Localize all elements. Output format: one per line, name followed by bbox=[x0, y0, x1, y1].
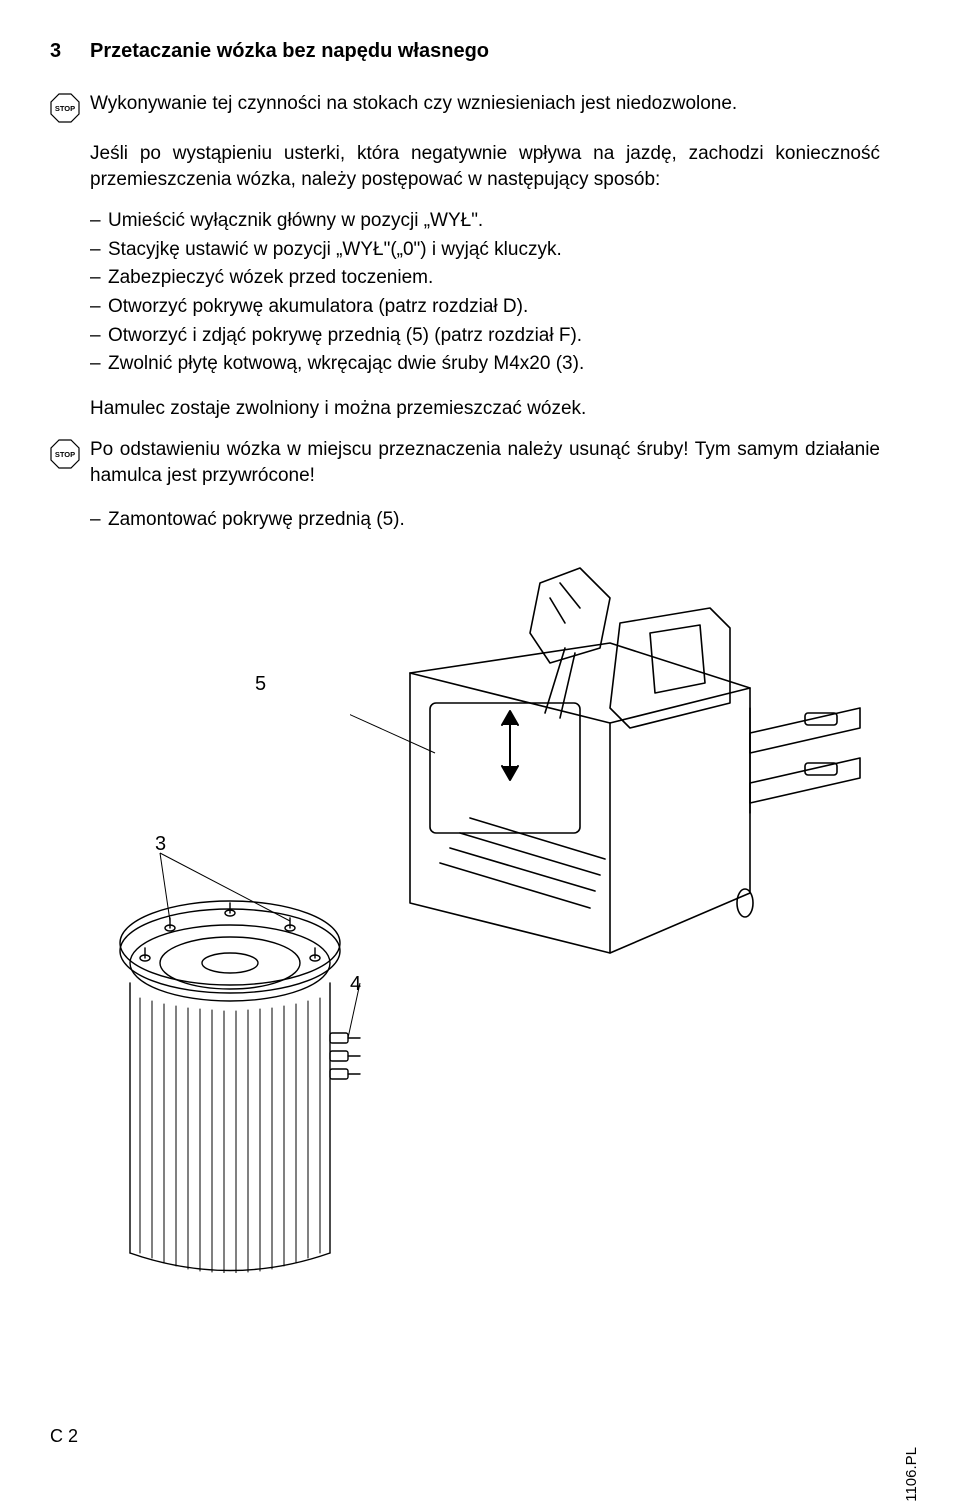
list-item: –Zabezpieczyć wózek przed toczeniem. bbox=[90, 265, 880, 292]
list-item-text: Zabezpieczyć wózek przed toczeniem. bbox=[108, 265, 433, 292]
list-item: –Otworzyć i zdjąć pokrywę przednią (5) (… bbox=[90, 323, 880, 350]
motor-assembly-illustration bbox=[80, 833, 400, 1273]
svg-text:STOP: STOP bbox=[55, 450, 75, 459]
callout-5: 5 bbox=[255, 673, 266, 696]
result-paragraph: Hamulec zostaje zwolniony i można przemi… bbox=[90, 396, 880, 422]
document-reference: 1106.PL bbox=[903, 1447, 920, 1502]
list-item: –Otworzyć pokrywę akumulatora (patrz roz… bbox=[90, 294, 880, 321]
section-header: 3 Przetaczanie wózka bez napędu własnego bbox=[50, 40, 880, 63]
list-item-text: Zamontować pokrywę przednią (5). bbox=[108, 507, 405, 534]
pallet-truck-illustration bbox=[350, 553, 870, 973]
list-item: –Umieścić wyłącznik główny w pozycji „WY… bbox=[90, 208, 880, 235]
svg-text:STOP: STOP bbox=[55, 104, 75, 113]
list-item: –Zamontować pokrywę przednią (5). bbox=[90, 507, 880, 534]
technical-diagram: 5 3 4 bbox=[50, 553, 880, 1273]
procedure-list-2: –Zamontować pokrywę przednią (5). bbox=[90, 507, 880, 534]
section-number: 3 bbox=[50, 40, 90, 63]
list-item-text: Umieścić wyłącznik główny w pozycji „WYŁ… bbox=[108, 208, 483, 235]
list-item-text: Zwolnić płytę kotwową, wkręcając dwie śr… bbox=[108, 351, 584, 378]
list-item-text: Otworzyć pokrywę akumulatora (patrz rozd… bbox=[108, 294, 528, 321]
stop-warning-block-2: STOP Po odstawieniu wózka w miejscu prze… bbox=[50, 437, 880, 488]
stop-warning-block-1: STOP Wykonywanie tej czynności na stokac… bbox=[50, 91, 880, 123]
stop-icon: STOP bbox=[50, 437, 90, 469]
page-number: C 2 bbox=[50, 1426, 78, 1447]
warning-1-text: Wykonywanie tej czynności na stokach czy… bbox=[90, 91, 737, 117]
list-item: –Zwolnić płytę kotwową, wkręcając dwie ś… bbox=[90, 351, 880, 378]
list-item-text: Stacyjkę ustawić w pozycji „WYŁ"(„0") i … bbox=[108, 237, 562, 264]
list-item-text: Otworzyć i zdjąć pokrywę przednią (5) (p… bbox=[108, 323, 582, 350]
section-title: Przetaczanie wózka bez napędu własnego bbox=[90, 40, 489, 63]
procedure-list-1: –Umieścić wyłącznik główny w pozycji „WY… bbox=[90, 208, 880, 378]
warning-2-text: Po odstawieniu wózka w miejscu przeznacz… bbox=[90, 437, 880, 488]
list-item: –Stacyjkę ustawić w pozycji „WYŁ"(„0") i… bbox=[90, 237, 880, 264]
intro-paragraph: Jeśli po wystąpieniu usterki, która nega… bbox=[90, 141, 880, 192]
stop-icon: STOP bbox=[50, 91, 90, 123]
